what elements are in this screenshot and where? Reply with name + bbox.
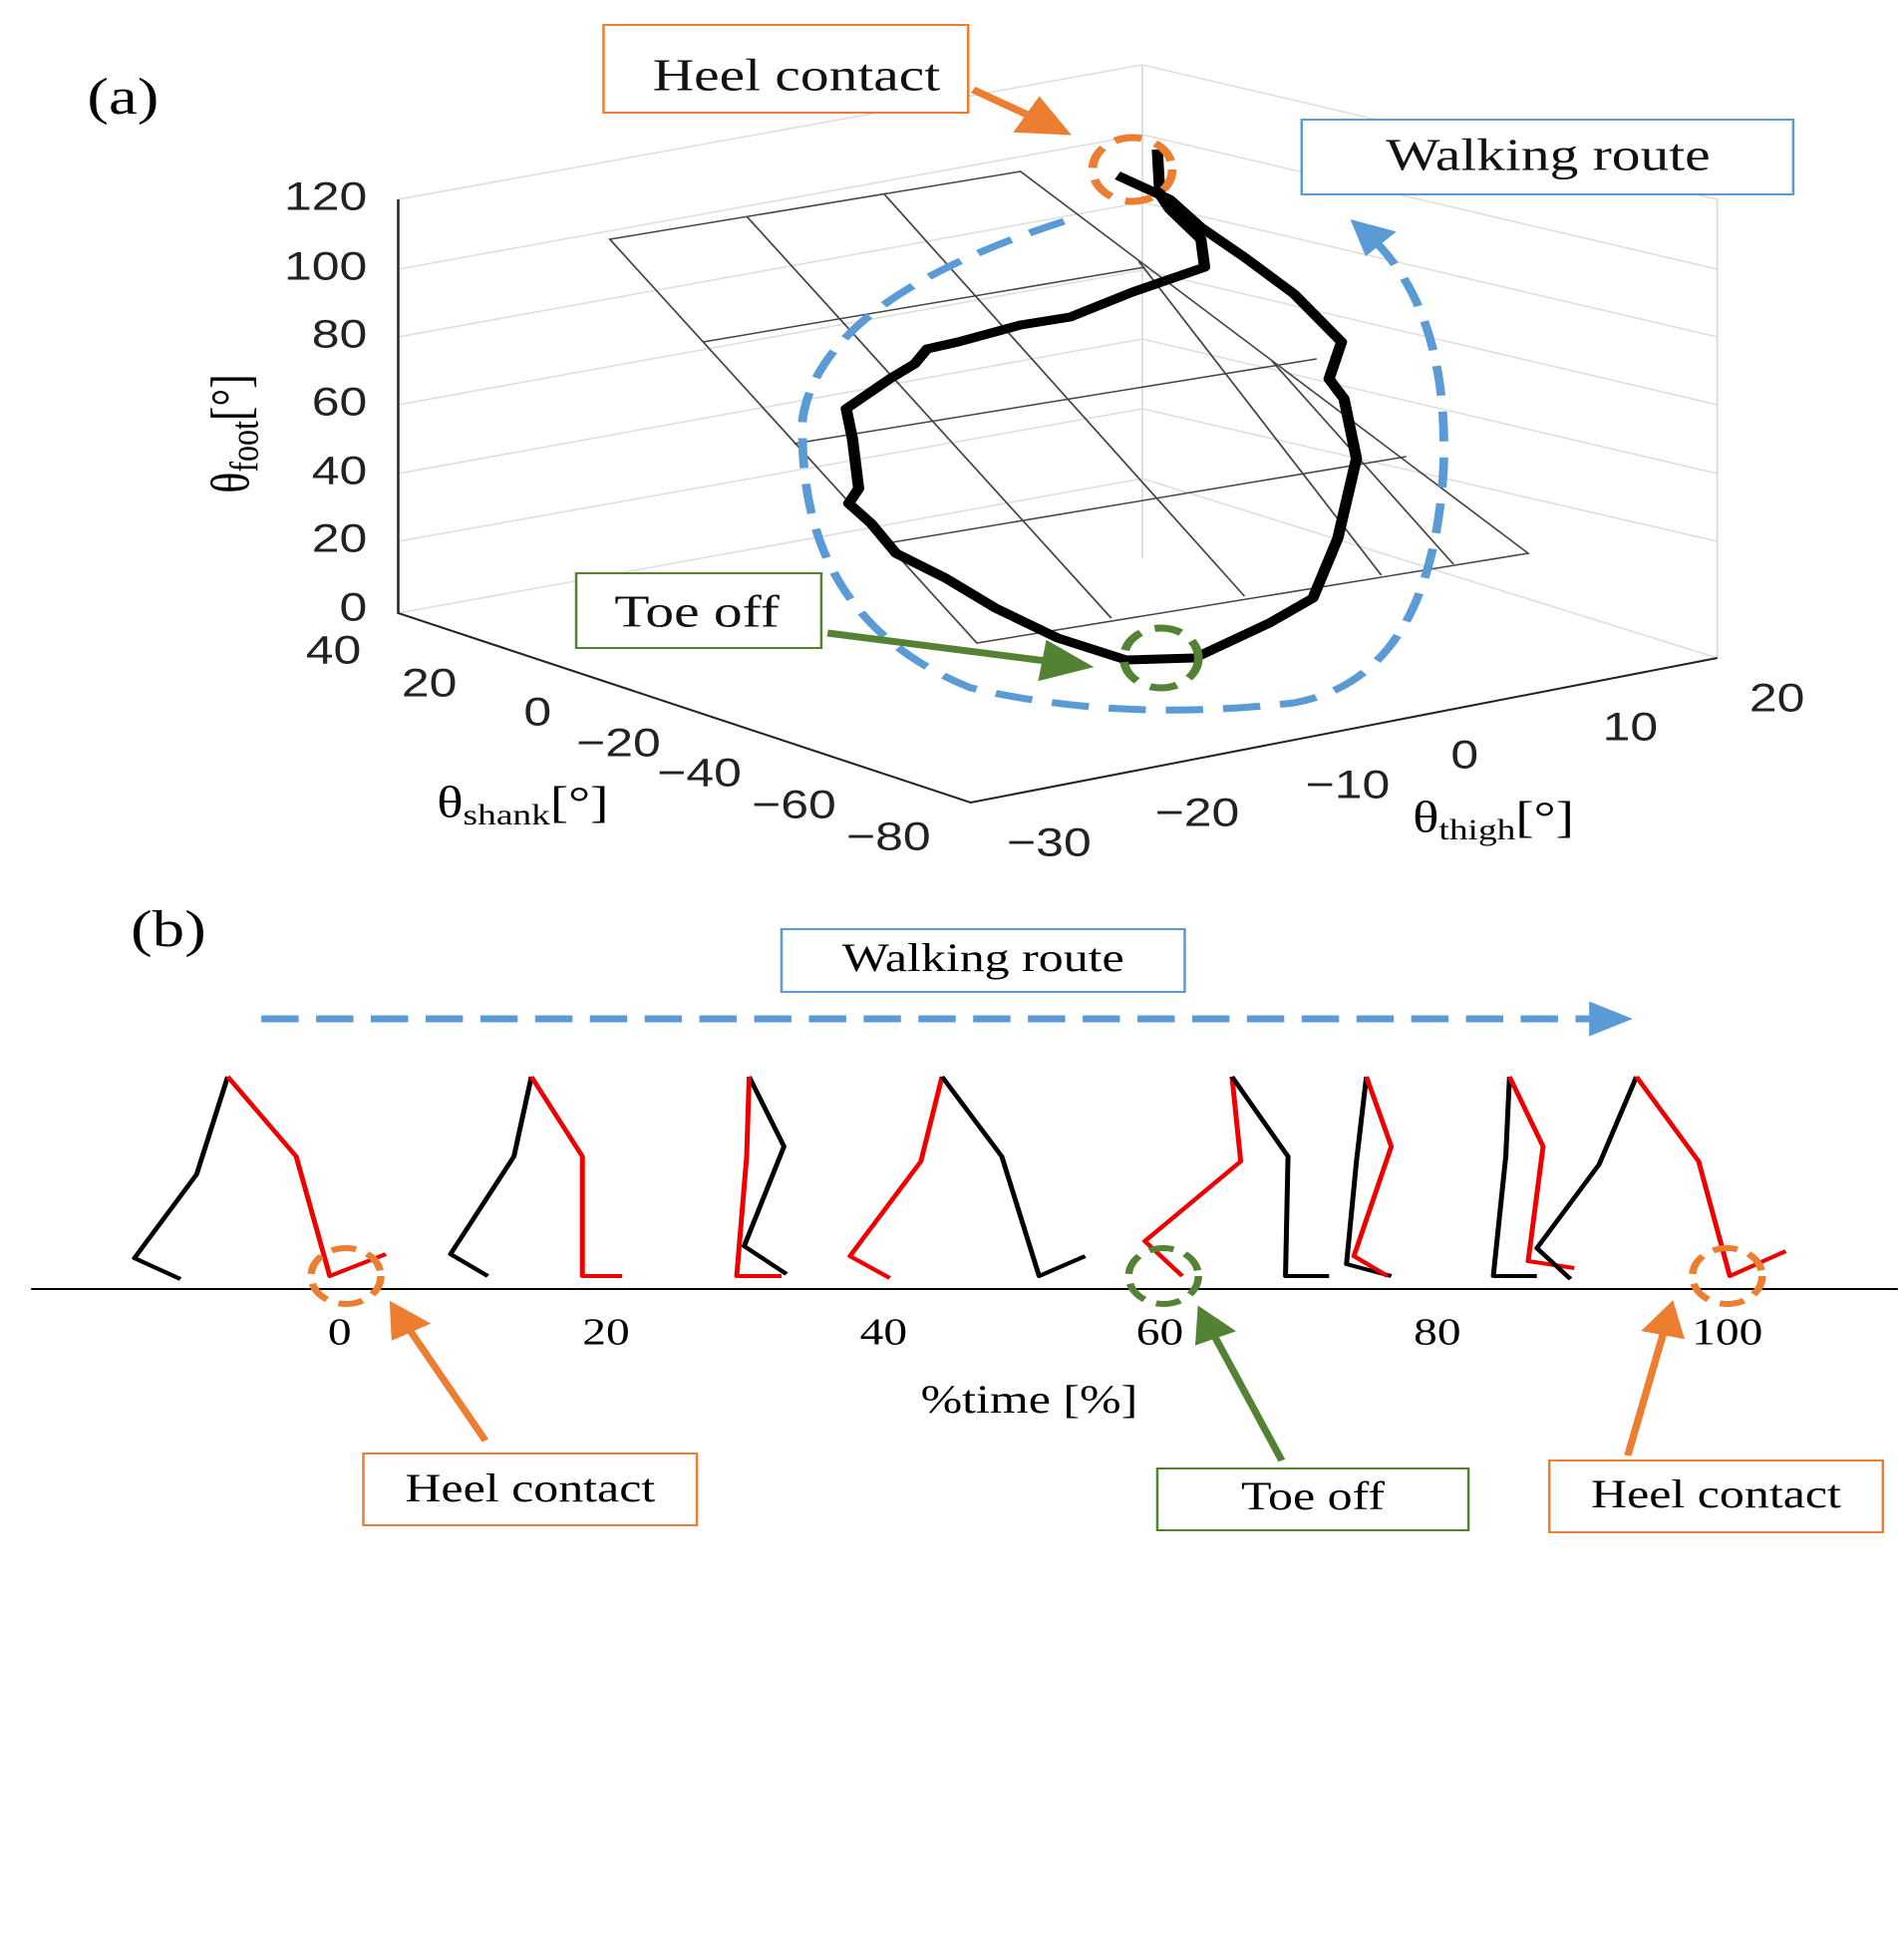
- tick-label: 20: [312, 515, 368, 560]
- tick-label: 40: [860, 1312, 907, 1354]
- axis-title: θfoot[°]: [200, 374, 266, 493]
- tick-label: −10: [1306, 762, 1391, 807]
- arrow: [1624, 1300, 1685, 1456]
- arrow: [826, 629, 1095, 682]
- leg: [1229, 1076, 1330, 1278]
- leg: [1142, 1076, 1244, 1278]
- callout: Heel contact: [653, 51, 941, 101]
- callout: Toe off: [1241, 1474, 1386, 1518]
- callout-box: [1300, 119, 1795, 195]
- leg: [1351, 1076, 1395, 1278]
- tick-label: 80: [312, 311, 368, 356]
- leg: [132, 1076, 230, 1281]
- leg: [939, 1075, 1087, 1278]
- subscript: foot: [223, 421, 267, 473]
- callout-box: [362, 1453, 699, 1526]
- callout: Heel contact: [405, 1466, 655, 1510]
- heel-contact-marker: [307, 1245, 385, 1307]
- callout: Walking route: [842, 936, 1124, 980]
- tick-label: 60: [1136, 1312, 1183, 1354]
- leg: [1344, 1076, 1393, 1278]
- arrow: [389, 1300, 489, 1443]
- tick-label: −20: [576, 720, 661, 765]
- tick-label: 10: [1603, 704, 1659, 749]
- callout-box: [574, 572, 823, 649]
- tick-label: 100: [284, 243, 367, 288]
- unit: [°]: [200, 374, 261, 421]
- tick-label: 20: [1749, 675, 1805, 720]
- callout: Walking route: [1386, 131, 1710, 180]
- leg: [847, 1076, 945, 1280]
- tick-label: 0: [1450, 732, 1478, 777]
- callout: Toe off: [614, 587, 780, 637]
- axis-title: θthigh[°]: [1413, 794, 1574, 846]
- leg: [448, 1076, 534, 1278]
- unit: [°]: [550, 779, 609, 827]
- axes: [397, 199, 1719, 805]
- callout-box: [780, 928, 1186, 993]
- stick-figures: [132, 1075, 1787, 1281]
- toe-off-marker: [1124, 1245, 1202, 1307]
- leg: [225, 1075, 388, 1278]
- symbol: θ: [200, 473, 261, 493]
- trajectory: [840, 149, 1363, 665]
- callout-box: [1547, 1459, 1885, 1533]
- axis-title: %time [%]: [921, 1378, 1138, 1422]
- tick-label: −40: [657, 750, 742, 795]
- tick-label: 120: [284, 173, 367, 218]
- panel-b: (b) Walking route 0 20 40 60 80 100 %time [%]…: [31, 900, 1898, 1533]
- leg: [1506, 1076, 1575, 1270]
- heel-contact-marker: [1088, 134, 1177, 205]
- panel-label: (a): [87, 68, 159, 125]
- leg: [1534, 1076, 1639, 1281]
- panel-label: (b): [131, 900, 206, 957]
- leg: [1490, 1076, 1537, 1278]
- tick-label: −80: [846, 813, 931, 858]
- arrow: [971, 86, 1072, 136]
- tick-label: −30: [1007, 819, 1092, 864]
- tick-label: 0: [523, 689, 551, 734]
- tick-label: −20: [1155, 790, 1240, 834]
- tick-label: 80: [1414, 1312, 1460, 1354]
- tick-label: 100: [1692, 1312, 1762, 1354]
- callout-box: [1155, 1467, 1470, 1531]
- tick-label: −60: [752, 782, 836, 826]
- callout-box: [602, 24, 970, 114]
- leg: [734, 1076, 782, 1278]
- tick-label: 0: [339, 584, 367, 629]
- unit: [°]: [1515, 794, 1574, 842]
- leg: [528, 1076, 623, 1278]
- arrow: [1194, 1305, 1286, 1462]
- axis-title: θshank[°]: [437, 779, 608, 831]
- tick-labels: 0 20 40 60 80 100: [328, 1312, 1762, 1354]
- symbol: θ: [1413, 794, 1438, 842]
- subscript: shank: [464, 799, 550, 831]
- walking-route-arrow: [797, 217, 1448, 714]
- panel-a: (a) Heel contact Walking route Toe off θ…: [87, 24, 1804, 864]
- leg: [1634, 1075, 1787, 1278]
- callout: Heel contact: [1591, 1472, 1841, 1516]
- subscript: thigh: [1438, 813, 1515, 846]
- tick-label: 40: [306, 627, 362, 672]
- tick-label: 0: [328, 1312, 352, 1354]
- toe-off-marker: [1118, 624, 1203, 692]
- leg: [742, 1076, 789, 1276]
- symbol: θ: [437, 779, 463, 827]
- tick-label: 20: [402, 660, 458, 705]
- heel-contact-marker: [1689, 1245, 1766, 1307]
- tick-label: 20: [582, 1312, 629, 1354]
- tick-label: 40: [312, 448, 368, 492]
- tick-label: 60: [312, 379, 368, 424]
